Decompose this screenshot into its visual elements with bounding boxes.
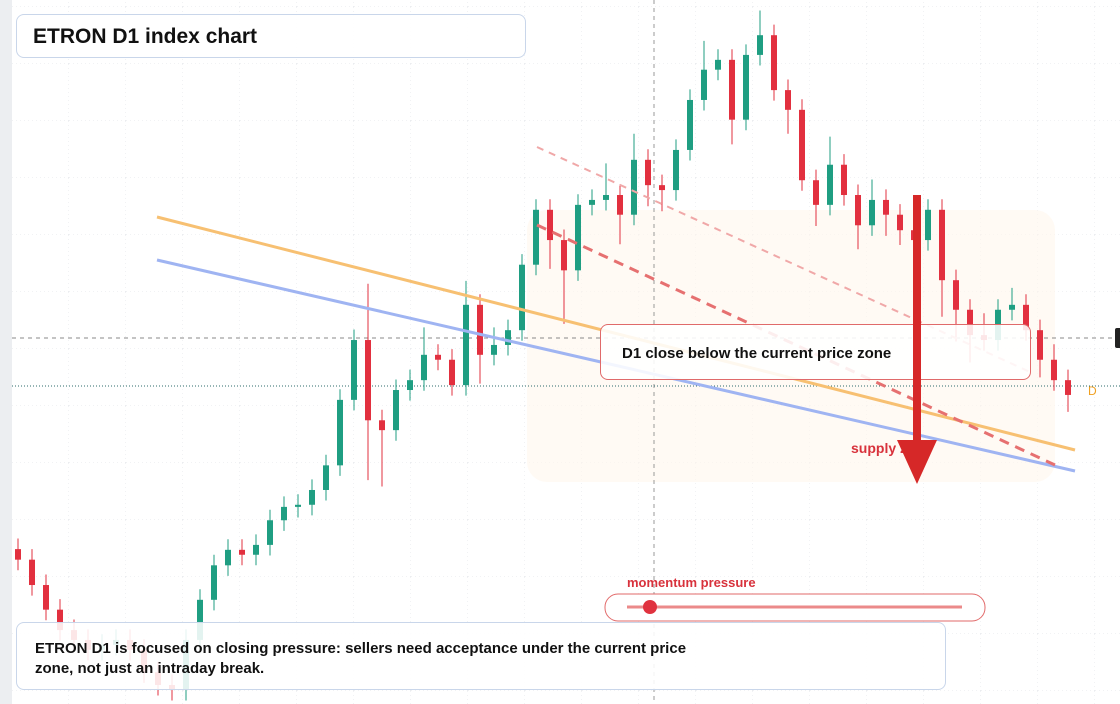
candle-body: [449, 359, 455, 386]
candle-body: [309, 489, 315, 505]
candle-body: [15, 549, 21, 560]
candle-body: [519, 264, 525, 331]
candle-body: [967, 309, 973, 336]
callout: D1 close below the current price zone: [622, 345, 892, 362]
indicator-label: momentum pressure: [627, 575, 756, 590]
candle-body: [715, 59, 721, 70]
candle-body: [547, 209, 553, 241]
note: ETRON D1 is focused on closing pressure:…: [35, 640, 687, 677]
candle-body: [897, 214, 903, 231]
candle-body: [631, 159, 637, 215]
candle-body: [1065, 380, 1071, 395]
candle-body: [379, 420, 385, 431]
candle-body: [295, 504, 301, 507]
candle-body: [785, 90, 791, 110]
candle-body: [813, 180, 819, 205]
candle-body: [841, 164, 847, 196]
candle-body: [351, 340, 357, 400]
candle-body: [561, 240, 567, 271]
candle-body: [463, 304, 469, 386]
candle-body: [239, 549, 245, 555]
candle-body: [393, 390, 399, 431]
candle-body: [953, 280, 959, 310]
title-box: ETRON D1 index chart: [16, 14, 526, 58]
marker-label: D: [1088, 384, 1097, 398]
candle-body: [43, 585, 49, 610]
candle-body: [925, 209, 931, 241]
callout-box: D1 close below the current price zone: [600, 324, 1031, 380]
candle-body: [673, 149, 679, 191]
candle-body: [225, 549, 231, 566]
candle-body: [421, 354, 427, 381]
candle-body: [589, 199, 595, 205]
candle-body: [855, 195, 861, 226]
candle-body: [365, 340, 371, 421]
edge-icon: [1115, 328, 1120, 348]
candle-body: [281, 506, 287, 521]
candle-body: [911, 230, 917, 241]
candle-body: [771, 35, 777, 91]
candle-body: [1037, 330, 1043, 360]
candle-body: [757, 35, 763, 55]
candle-body: [1023, 304, 1029, 331]
candle-body: [883, 199, 889, 215]
candle-body: [799, 109, 805, 181]
candle-body: [1009, 304, 1015, 310]
candle-body: [407, 380, 413, 391]
candle-body: [477, 304, 483, 355]
candle-body: [939, 209, 945, 281]
candle-body: [743, 54, 749, 120]
candle-body: [491, 344, 497, 355]
candle-body: [659, 185, 665, 191]
candle-body: [253, 544, 259, 555]
candle-body: [197, 599, 203, 640]
note-box: ETRON D1 is focused on closing pressure:…: [16, 622, 946, 690]
candle-body: [575, 204, 581, 271]
candle-body: [617, 195, 623, 215]
zone-label: supply zone: [851, 440, 932, 456]
candle-body: [29, 559, 35, 586]
candle-body: [337, 399, 343, 466]
candle-body: [603, 195, 609, 200]
candle-body: [323, 465, 329, 490]
left-rail: [0, 0, 12, 704]
candle-body: [211, 565, 217, 600]
candle-body: [533, 209, 539, 265]
candle-body: [57, 609, 63, 631]
title: ETRON D1 index chart: [33, 25, 258, 48]
candle-body: [827, 164, 833, 205]
candle-body: [505, 330, 511, 345]
candle-body: [1051, 359, 1057, 381]
candle-body: [729, 59, 735, 120]
candle-body: [869, 199, 875, 226]
candle-body: [701, 69, 707, 100]
candle-body: [435, 354, 441, 360]
candle-body: [645, 159, 651, 186]
candle-body: [267, 520, 273, 545]
candle-body: [687, 99, 693, 150]
